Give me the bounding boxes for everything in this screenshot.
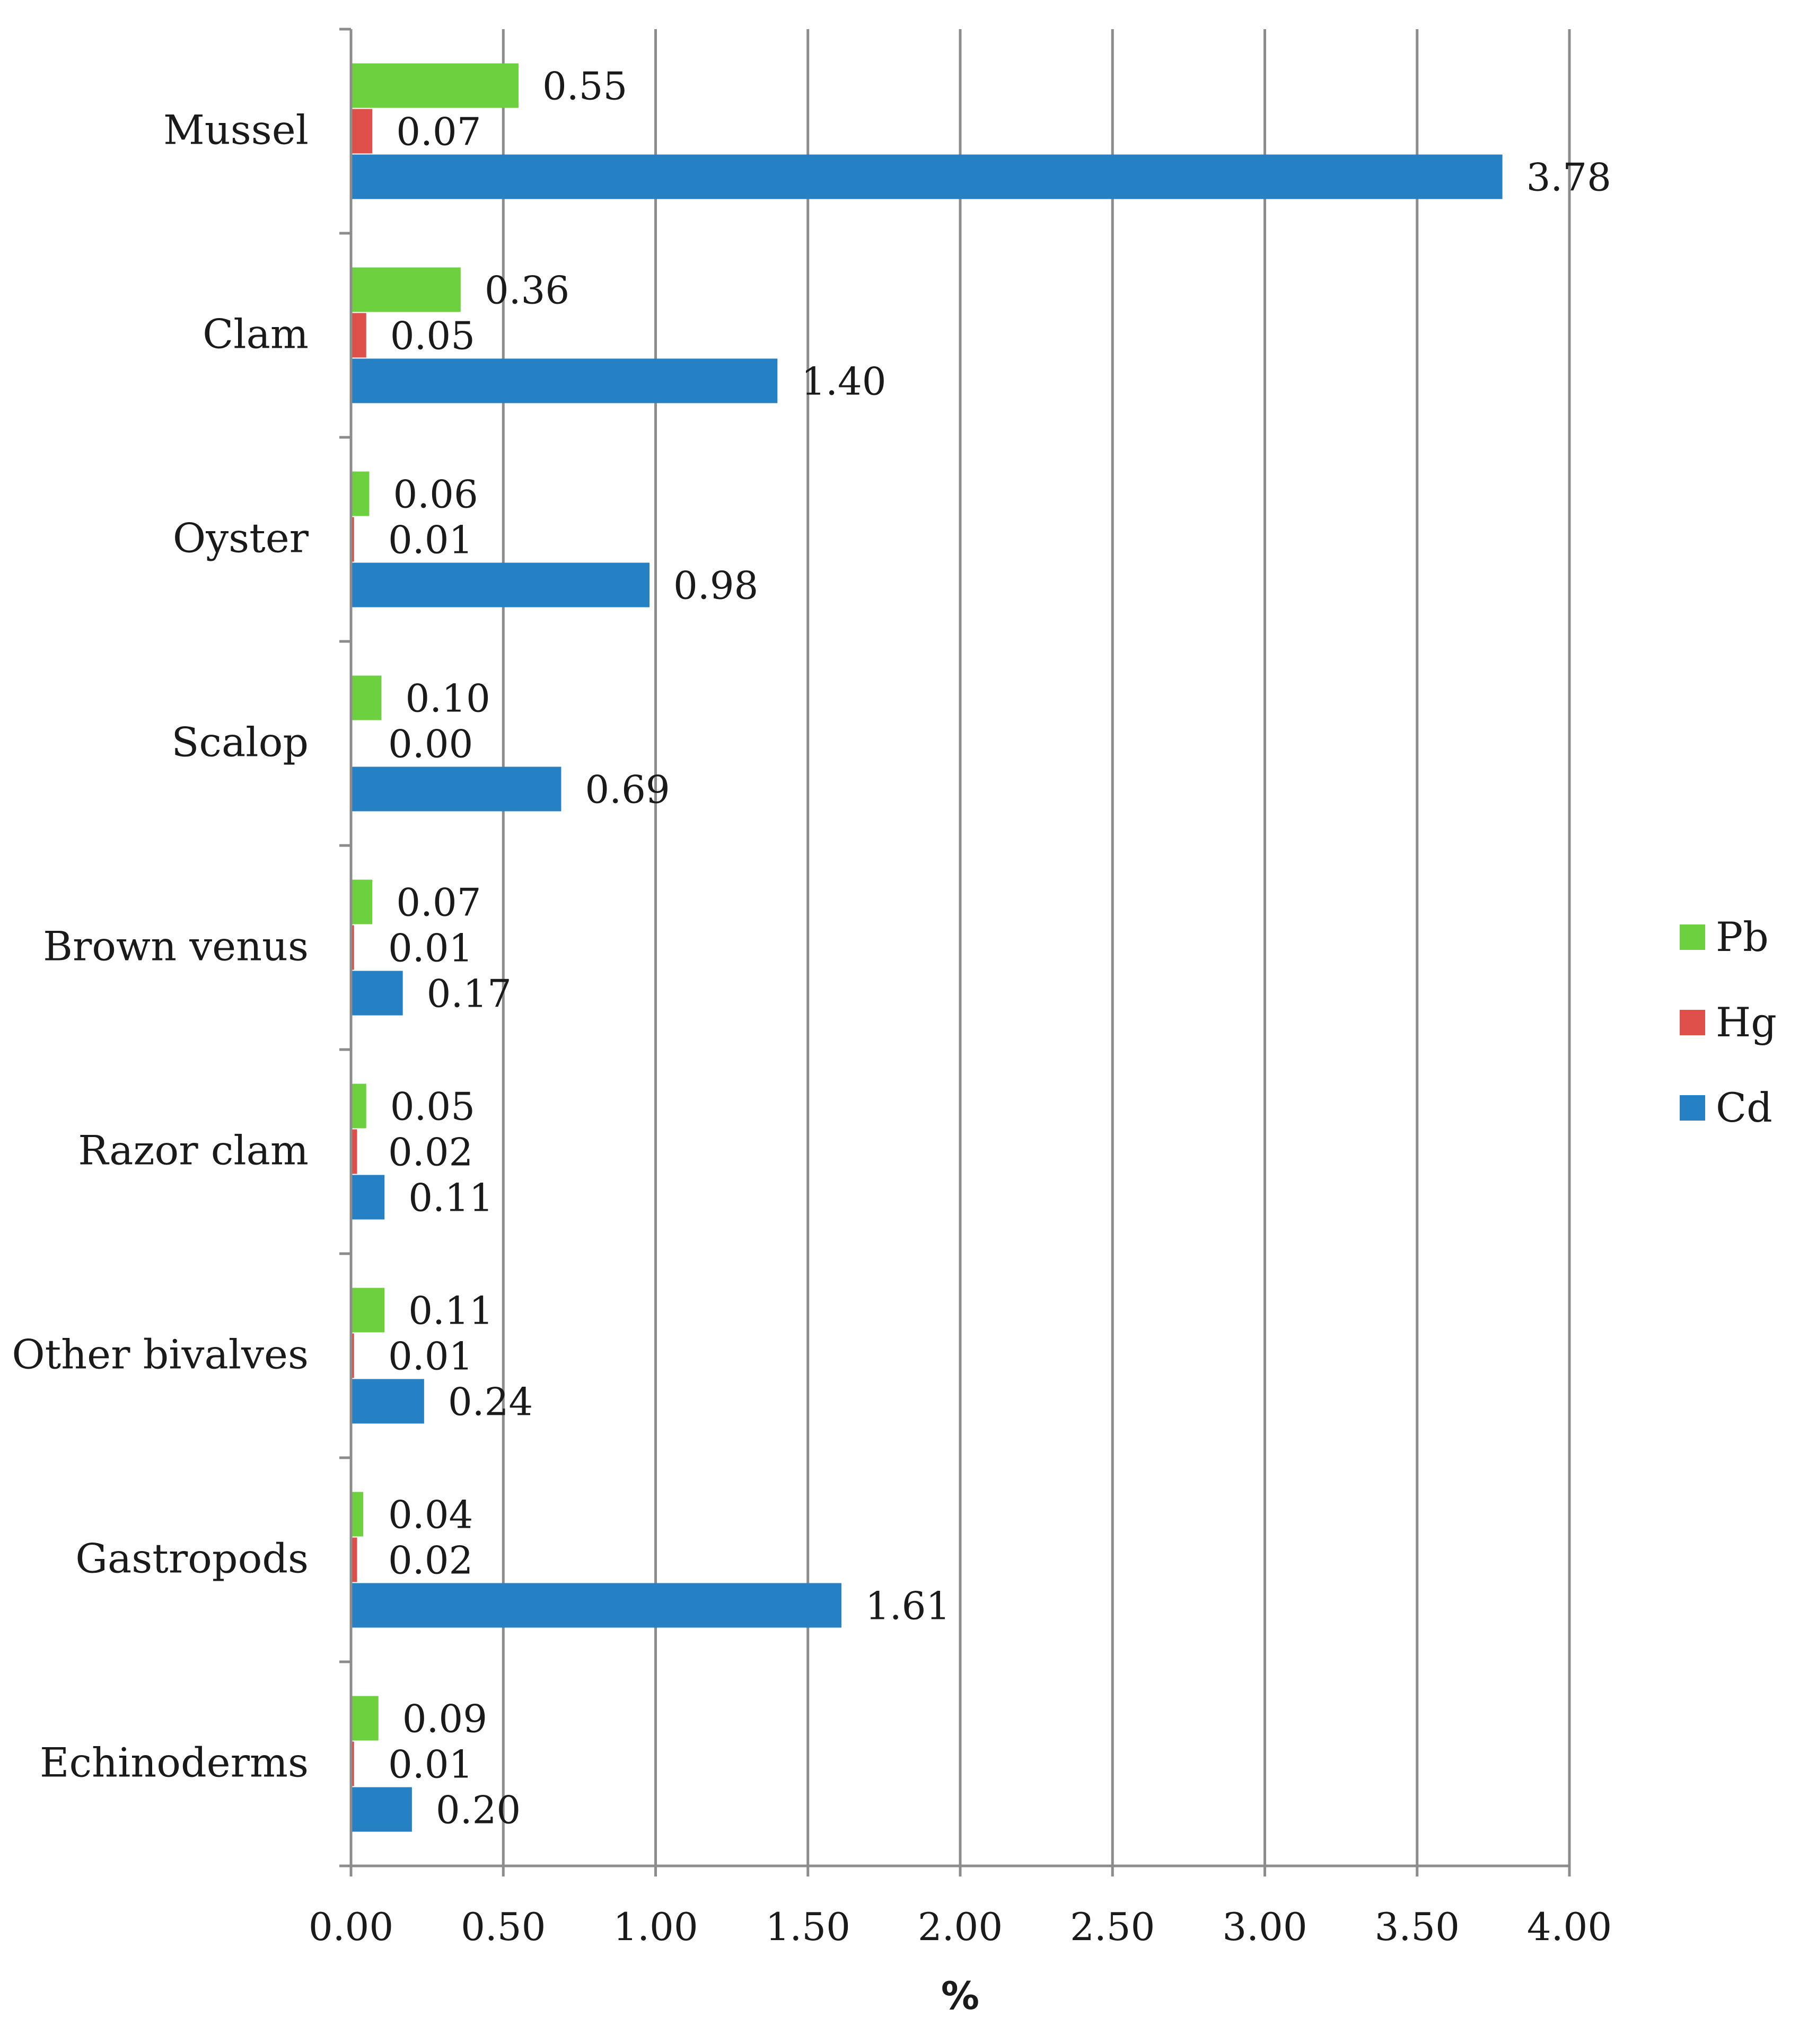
legend-swatch-hg: [1680, 1010, 1705, 1035]
value-label-pb: 0.05: [390, 1085, 475, 1129]
value-label-cd: 1.61: [865, 1584, 950, 1628]
legend-label-cd: Cd: [1716, 1084, 1772, 1131]
bar-hg: [351, 313, 366, 358]
bar-pb: [351, 1288, 385, 1333]
category-label: Mussel: [163, 107, 309, 154]
value-label-pb: 0.07: [396, 880, 481, 925]
x-tick-label: 1.00: [613, 1905, 698, 1949]
bar-hg: [351, 925, 354, 970]
legend-swatch-pb: [1680, 924, 1705, 950]
bar-pb: [351, 471, 370, 516]
x-tick-label: 3.50: [1375, 1905, 1460, 1949]
legend-swatch-cd: [1680, 1095, 1705, 1121]
value-label-hg: 0.00: [388, 722, 473, 766]
value-label-pb: 0.04: [388, 1493, 473, 1537]
bar-cd: [351, 1379, 424, 1424]
bar-hg: [351, 109, 373, 154]
category-label: Echinoderms: [40, 1739, 309, 1786]
bar-cd: [351, 562, 650, 607]
x-tick-labels: 0.00 0.50 1.00 1.50 2.00 2.50 3.00 3.50 4.00: [309, 1905, 1612, 1949]
category-label: Gastropods: [75, 1535, 309, 1582]
bar-cd: [351, 1583, 841, 1628]
bar-pb: [351, 1083, 366, 1129]
value-label-hg: 0.01: [388, 1334, 473, 1379]
value-label-cd: 0.24: [448, 1380, 533, 1424]
value-label-pb: 0.09: [402, 1697, 487, 1741]
x-tick-label: 0.50: [461, 1905, 546, 1949]
x-tick-label: 0.00: [309, 1905, 393, 1949]
x-tick-label: 2.00: [918, 1905, 1003, 1949]
x-tick-label: 3.00: [1222, 1905, 1307, 1949]
value-label-pb: 0.11: [408, 1289, 493, 1333]
bar-hg: [351, 1741, 354, 1786]
x-tick-label: 4.00: [1527, 1905, 1612, 1949]
value-label-hg: 0.02: [388, 1130, 473, 1175]
value-label-cd: 0.69: [585, 768, 670, 812]
bar-cd: [351, 766, 561, 812]
category-labels: Mussel Clam Oyster Scalop Brown venus Razor c…: [12, 107, 309, 1786]
category-label: Clam: [203, 311, 309, 358]
legend: Pb Hg Cd: [1680, 913, 1777, 1131]
value-label-cd: 1.40: [801, 359, 886, 404]
value-label-hg: 0.01: [388, 1742, 473, 1787]
value-label-pb: 0.36: [485, 268, 569, 313]
value-label-cd: 0.11: [408, 1176, 493, 1220]
x-axis-title: %: [941, 1973, 979, 2018]
bar-cd: [351, 358, 778, 403]
value-label-hg: 0.01: [388, 926, 473, 971]
value-label-cd: 0.20: [436, 1788, 521, 1832]
bar-hg: [351, 1129, 357, 1174]
x-tick-label: 2.50: [1070, 1905, 1155, 1949]
bar-pb: [351, 63, 519, 108]
value-label-pb: 0.55: [542, 64, 627, 109]
category-label: Brown venus: [43, 923, 309, 970]
value-label-cd: 0.17: [427, 972, 512, 1016]
bar-pb: [351, 879, 373, 924]
category-label: Oyster: [173, 515, 309, 562]
value-label-pb: 0.10: [405, 676, 490, 721]
bar-pb: [351, 1492, 363, 1537]
category-label: Scalop: [171, 719, 309, 766]
bar-cd: [351, 154, 1503, 199]
value-label-pb: 0.06: [393, 472, 478, 517]
value-label-hg: 0.01: [388, 518, 473, 562]
bars-group: [351, 63, 1503, 1832]
bar-hg: [351, 517, 354, 562]
x-tick-label: 1.50: [766, 1905, 850, 1949]
value-label-hg: 0.07: [396, 110, 481, 154]
legend-label-pb: Pb: [1716, 913, 1769, 961]
bar-pb: [351, 675, 382, 720]
bar-cd: [351, 971, 403, 1016]
bar-pb: [351, 1696, 379, 1741]
category-label: Razor clam: [78, 1127, 309, 1174]
bar-cd: [351, 1175, 385, 1220]
grid-lines: [502, 29, 1571, 1866]
bar-hg: [351, 1537, 357, 1582]
bar-pb: [351, 267, 461, 312]
axes: [339, 28, 1571, 1876]
value-label-cd: 3.78: [1526, 155, 1611, 200]
legend-label-hg: Hg: [1716, 999, 1777, 1046]
value-label-hg: 0.02: [388, 1538, 473, 1583]
value-label-hg: 0.05: [390, 314, 475, 358]
value-labels: 0.55 0.36 0.06 0.10 0.07 0.05 0.11 0.04 0.09 0.07…: [388, 64, 1611, 1832]
value-label-cd: 0.98: [673, 563, 758, 608]
bar-cd: [351, 1787, 412, 1832]
bar-hg: [351, 1333, 354, 1378]
category-label: Other bivalves: [12, 1331, 309, 1378]
